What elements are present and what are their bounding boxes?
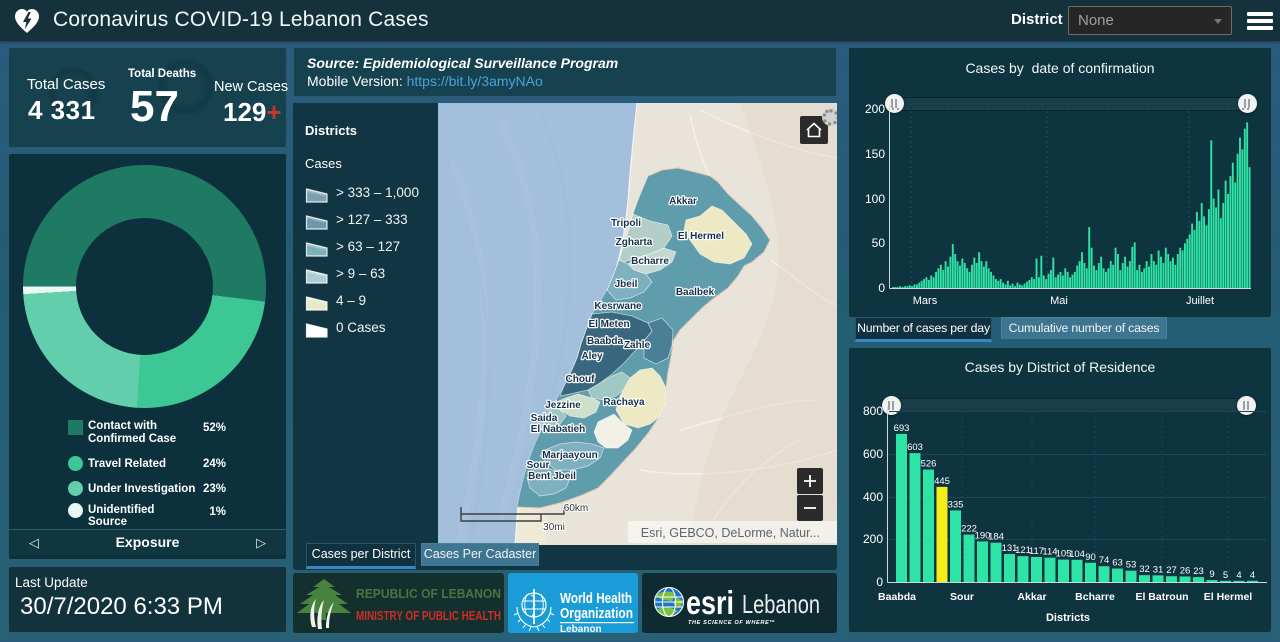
svg-text:63: 63 [1112, 558, 1123, 569]
svg-text:30mi: 30mi [543, 522, 565, 533]
svg-text:190: 190 [975, 530, 991, 541]
svg-text:32: 32 [1139, 564, 1150, 575]
svg-text:Zahle: Zahle [624, 340, 651, 351]
svg-text:Jbeil: Jbeil [615, 279, 638, 290]
svg-text:5: 5 [1223, 570, 1228, 581]
svg-text:Bcharre: Bcharre [1075, 591, 1115, 603]
svg-text:Mai: Mai [1050, 295, 1068, 307]
svg-text:Akkar: Akkar [669, 196, 697, 207]
svg-text:Esri, GEBCO, DeLorme, Natur...: Esri, GEBCO, DeLorme, Natur... [641, 526, 820, 540]
svg-text:Baalbek: Baalbek [676, 287, 715, 298]
svg-text:50: 50 [872, 236, 886, 250]
svg-text:Baabda: Baabda [587, 336, 624, 347]
svg-text:Lebanon: Lebanon [742, 589, 820, 619]
svg-text:El Meten: El Meten [588, 319, 629, 330]
svg-text:El Hermel: El Hermel [1204, 591, 1253, 603]
svg-text:Kesrwane: Kesrwane [594, 301, 642, 312]
svg-text:117: 117 [1029, 546, 1044, 557]
svg-text:184: 184 [988, 532, 1004, 543]
svg-text:60km: 60km [564, 503, 588, 514]
svg-text:Sour: Sour [950, 591, 974, 603]
svg-text:526: 526 [921, 459, 937, 470]
svg-text:693: 693 [894, 423, 910, 434]
svg-text:Mars: Mars [913, 295, 938, 307]
svg-text:800: 800 [863, 404, 883, 418]
svg-text:31: 31 [1153, 564, 1164, 575]
svg-text:335: 335 [948, 499, 964, 510]
svg-text:El Batroun: El Batroun [1135, 591, 1188, 603]
svg-text:100: 100 [865, 192, 885, 206]
svg-text:131: 131 [1002, 543, 1018, 554]
svg-text:Saida: Saida [531, 413, 558, 424]
svg-text:400: 400 [863, 490, 883, 504]
svg-text:23: 23 [1193, 566, 1204, 577]
svg-text:REPUBLIC OF LEBANON: REPUBLIC OF LEBANON [356, 586, 501, 601]
svg-text:104: 104 [1069, 549, 1085, 560]
svg-text:74: 74 [1099, 555, 1110, 566]
svg-text:esri: esri [686, 584, 734, 621]
svg-text:222: 222 [961, 524, 977, 535]
svg-text:Bent Jbeil: Bent Jbeil [528, 471, 576, 482]
svg-text:600: 600 [863, 447, 883, 461]
svg-text:4: 4 [1250, 570, 1255, 581]
svg-text:0: 0 [878, 281, 885, 295]
svg-text:Bcharre: Bcharre [631, 256, 669, 267]
svg-text:Sour: Sour [527, 460, 550, 471]
svg-text:121: 121 [1015, 545, 1031, 556]
svg-text:150: 150 [865, 147, 885, 161]
svg-text:World Health: World Health [560, 591, 632, 607]
svg-text:Zgharta: Zgharta [616, 237, 653, 248]
svg-text:El Hermel: El Hermel [678, 231, 724, 242]
svg-text:53: 53 [1126, 560, 1137, 571]
svg-text:Districts: Districts [1046, 612, 1090, 624]
svg-text:Tripoli: Tripoli [611, 218, 641, 229]
svg-text:El Nabatieh: El Nabatieh [531, 424, 585, 435]
svg-text:Akkar: Akkar [1017, 591, 1046, 603]
svg-text:105: 105 [1056, 549, 1072, 560]
svg-text:Lebanon: Lebanon [560, 624, 602, 633]
svg-text:90: 90 [1085, 552, 1096, 563]
svg-text:200: 200 [863, 532, 883, 546]
svg-text:4: 4 [1236, 570, 1241, 581]
svg-text:445: 445 [934, 476, 950, 487]
svg-text:Aley: Aley [581, 351, 603, 362]
svg-text:Jezzine: Jezzine [545, 400, 581, 411]
svg-text:Baabda: Baabda [878, 591, 916, 603]
svg-text:Organization: Organization [560, 606, 633, 622]
svg-text:200: 200 [865, 102, 885, 116]
svg-text:THE SCIENCE OF WHERE™: THE SCIENCE OF WHERE™ [688, 620, 776, 626]
svg-text:Marjaayoun: Marjaayoun [542, 450, 598, 461]
svg-text:603: 603 [907, 442, 923, 453]
svg-text:27: 27 [1166, 565, 1177, 576]
svg-text:0: 0 [876, 575, 883, 589]
svg-text:MINISTRY OF PUBLIC HEALTH: MINISTRY OF PUBLIC HEALTH [356, 609, 501, 623]
svg-text:114: 114 [1042, 547, 1057, 558]
svg-text:Chouf: Chouf [566, 374, 596, 385]
svg-text:26: 26 [1180, 565, 1191, 576]
svg-text:Juillet: Juillet [1186, 295, 1214, 307]
svg-text:9: 9 [1209, 569, 1214, 580]
svg-text:Rachaya: Rachaya [603, 397, 645, 408]
